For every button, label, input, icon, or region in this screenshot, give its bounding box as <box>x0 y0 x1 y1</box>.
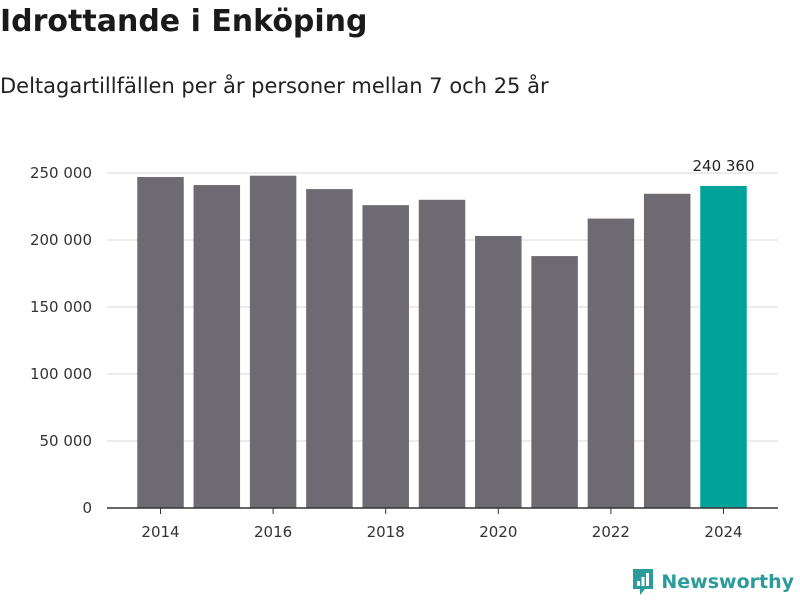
x-tick-label: 2018 <box>367 523 405 541</box>
y-tick-label: 0 <box>82 499 92 517</box>
bar-2021 <box>531 256 578 508</box>
bar-2018 <box>362 205 409 508</box>
x-tick-label: 2024 <box>704 523 742 541</box>
y-tick-label: 200 000 <box>30 231 92 249</box>
x-tick-label: 2016 <box>254 523 292 541</box>
bar-chart: 0 50 000 100 000 150 000 200 000 250 000 2014 2… <box>30 157 778 541</box>
x-tick-label: 2014 <box>141 523 179 541</box>
bar-2020 <box>475 235 522 509</box>
bar-2017 <box>306 189 353 508</box>
brand-logo: Newsworthy <box>631 566 794 598</box>
x-tick-label: 2020 <box>479 523 517 541</box>
bar-2024 <box>700 185 747 508</box>
brand-name: Newsworthy <box>661 571 794 593</box>
bar-2014 <box>137 177 184 508</box>
y-tick-label: 250 000 <box>30 164 92 182</box>
data-label: 240 360 <box>692 157 754 175</box>
newsworthy-logo-icon <box>633 569 654 595</box>
y-tick-label: 50 000 <box>40 432 93 450</box>
bar-2015 <box>193 185 241 508</box>
x-tick-label: 2022 <box>592 523 630 541</box>
bar-2019 <box>418 199 466 509</box>
bar-2022 <box>587 218 635 508</box>
y-tick-label: 100 000 <box>30 365 92 383</box>
chart-title: Idrottande i Enköping <box>0 4 368 39</box>
bar-2016 <box>249 175 297 508</box>
y-tick-label: 150 000 <box>30 298 92 316</box>
chart-subtitle: Deltagartillfällen per år personer mella… <box>0 74 549 98</box>
bar-2023 <box>643 193 691 508</box>
